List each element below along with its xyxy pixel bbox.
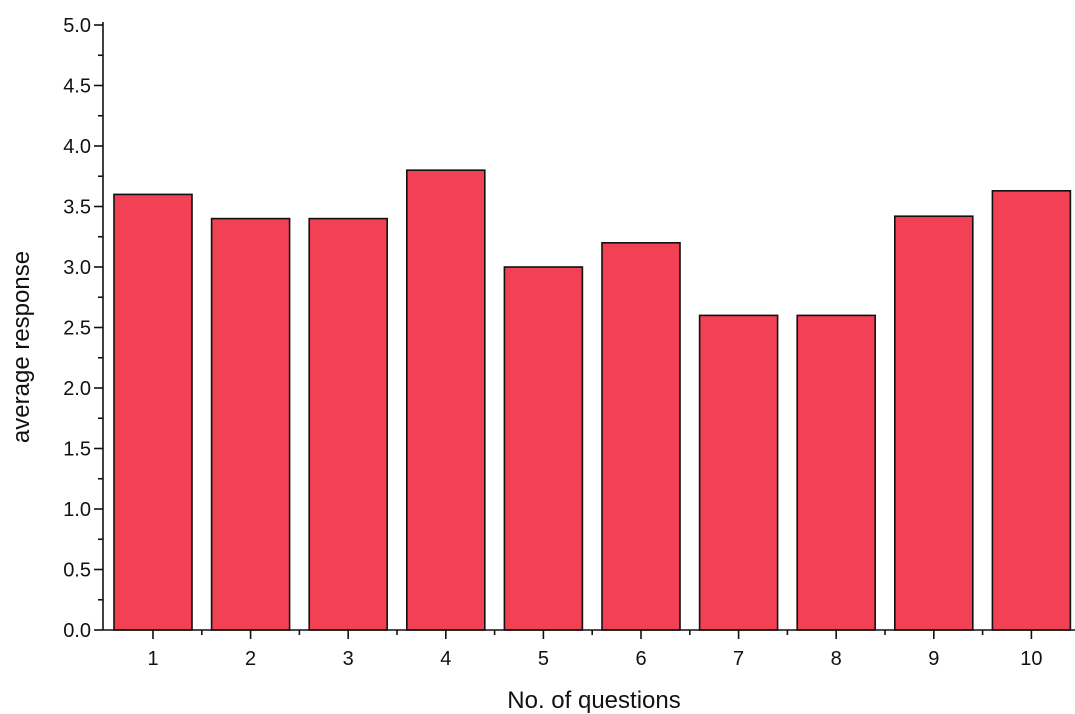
bar-10 (991, 190, 1072, 631)
y-tick-label: 1.5 (63, 439, 91, 461)
x-tick-label: 3 (343, 648, 354, 670)
bar-2 (210, 217, 291, 631)
bar-8 (796, 314, 877, 631)
bar-9 (893, 215, 974, 631)
y-tick-label: 3.0 (63, 257, 91, 279)
x-tick-label: 10 (1020, 648, 1042, 670)
x-tick-label: 7 (733, 648, 744, 670)
x-tick-label: 8 (831, 648, 842, 670)
x-tick-label: 1 (147, 648, 158, 670)
x-tick-label: 9 (928, 648, 939, 670)
bar-7 (698, 314, 779, 631)
y-tick-label: 2.0 (63, 378, 91, 400)
y-tick-label: 4.0 (63, 136, 91, 158)
bar-1 (113, 193, 193, 631)
y-tick-label: 4.5 (63, 76, 91, 98)
bar-5 (503, 266, 584, 631)
bar-6 (601, 242, 681, 631)
x-tick-label: 2 (245, 648, 256, 670)
x-tick-label: 5 (538, 648, 549, 670)
y-axis: 0.0 0.5 1.0 1.5 2.0 2.5 3.0 3.5 4.0 4.5 5.0 (63, 15, 104, 642)
y-tick-label: 1.0 (63, 499, 91, 521)
y-tick-label: 2.5 (63, 318, 91, 340)
bars-group (113, 169, 1072, 631)
y-axis-title: average response (8, 251, 35, 443)
bar-3 (308, 217, 389, 631)
x-axis: 1 2 3 4 5 6 7 8 9 10 (103, 629, 1075, 670)
y-tick-label: 0.0 (63, 620, 91, 642)
x-axis-title: No. of questions (507, 687, 680, 714)
bar-4 (405, 169, 486, 631)
x-tick-label: 4 (440, 648, 451, 670)
y-tick-label: 0.5 (63, 560, 91, 582)
x-tick-label: 6 (635, 648, 646, 670)
y-tick-label: 5.0 (63, 15, 91, 37)
y-tick-label: 3.5 (63, 197, 91, 219)
